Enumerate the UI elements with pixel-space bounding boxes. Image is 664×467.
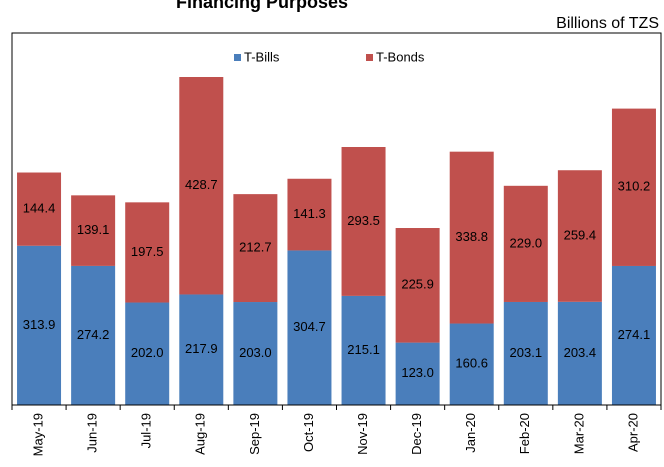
value-label: 203.1 bbox=[510, 345, 543, 360]
bar-segment bbox=[125, 202, 170, 303]
legend-swatch bbox=[366, 54, 373, 61]
x-tick-label: Oct-19 bbox=[301, 413, 316, 452]
value-label: 203.4 bbox=[564, 345, 597, 360]
value-label: 197.5 bbox=[131, 244, 164, 259]
bar-segment bbox=[287, 250, 332, 405]
bar-segment bbox=[341, 147, 386, 296]
value-label: 338.8 bbox=[455, 229, 488, 244]
value-label: 304.7 bbox=[293, 319, 326, 334]
bar-segment bbox=[503, 301, 548, 405]
x-tick-label: Aug-19 bbox=[193, 413, 208, 455]
legend-label: T-Bills bbox=[244, 49, 280, 64]
x-tick-label: Sep-19 bbox=[247, 413, 262, 455]
bar-segment bbox=[71, 265, 116, 405]
bar-segment bbox=[233, 302, 278, 405]
bar-segment bbox=[449, 151, 494, 324]
bar-segment bbox=[179, 294, 224, 405]
bar-segment bbox=[179, 77, 224, 295]
bar-segment bbox=[287, 178, 332, 251]
bar-segment bbox=[611, 108, 656, 266]
bar-segment bbox=[449, 323, 494, 405]
x-tick-label: Dec-19 bbox=[409, 413, 424, 455]
value-label: 144.4 bbox=[23, 201, 56, 216]
x-tick-label: Jul-19 bbox=[139, 413, 154, 448]
x-tick-label: Apr-20 bbox=[625, 413, 640, 452]
unit-label: Billions of TZS bbox=[556, 15, 659, 32]
value-label: 212.7 bbox=[239, 240, 272, 255]
bar-segment bbox=[611, 265, 656, 405]
bar-segment bbox=[233, 194, 278, 303]
bar-segment bbox=[395, 342, 440, 405]
value-label: 229.0 bbox=[510, 235, 543, 250]
bar-segment bbox=[557, 170, 602, 302]
bar-segment bbox=[17, 245, 62, 405]
x-tick-label: May-19 bbox=[30, 413, 45, 456]
x-tick-label: Jun-19 bbox=[85, 413, 100, 453]
bar-segment bbox=[17, 172, 62, 246]
bar-segment bbox=[395, 228, 440, 343]
bar-segment bbox=[503, 185, 548, 302]
value-label: 217.9 bbox=[185, 341, 218, 356]
x-tick-label: Jan-20 bbox=[463, 413, 478, 453]
value-label: 203.0 bbox=[239, 345, 272, 360]
bar-segment bbox=[341, 295, 386, 405]
value-label: 313.9 bbox=[23, 317, 56, 332]
value-label: 160.6 bbox=[455, 356, 488, 371]
chart-title: Financing Purposes bbox=[176, 0, 348, 12]
legend-swatch bbox=[234, 54, 241, 61]
legend-label: T-Bonds bbox=[376, 49, 425, 64]
value-label: 274.1 bbox=[618, 327, 651, 342]
value-label: 428.7 bbox=[185, 177, 218, 192]
bar-segment bbox=[557, 301, 602, 405]
value-label: 259.4 bbox=[564, 227, 597, 242]
value-label: 139.1 bbox=[77, 222, 110, 237]
value-label: 141.3 bbox=[293, 206, 326, 221]
value-label: 274.2 bbox=[77, 327, 110, 342]
value-label: 310.2 bbox=[618, 179, 651, 194]
bar-segment bbox=[125, 302, 170, 405]
value-label: 123.0 bbox=[401, 365, 434, 380]
x-tick-label: Feb-20 bbox=[517, 413, 532, 454]
value-label: 215.1 bbox=[347, 342, 380, 357]
value-label: 225.9 bbox=[401, 277, 434, 292]
value-label: 293.5 bbox=[347, 213, 380, 228]
value-label: 202.0 bbox=[131, 345, 164, 360]
x-tick-label: Nov-19 bbox=[355, 413, 370, 455]
bar-segment bbox=[71, 195, 116, 266]
x-tick-label: Mar-20 bbox=[571, 413, 586, 454]
